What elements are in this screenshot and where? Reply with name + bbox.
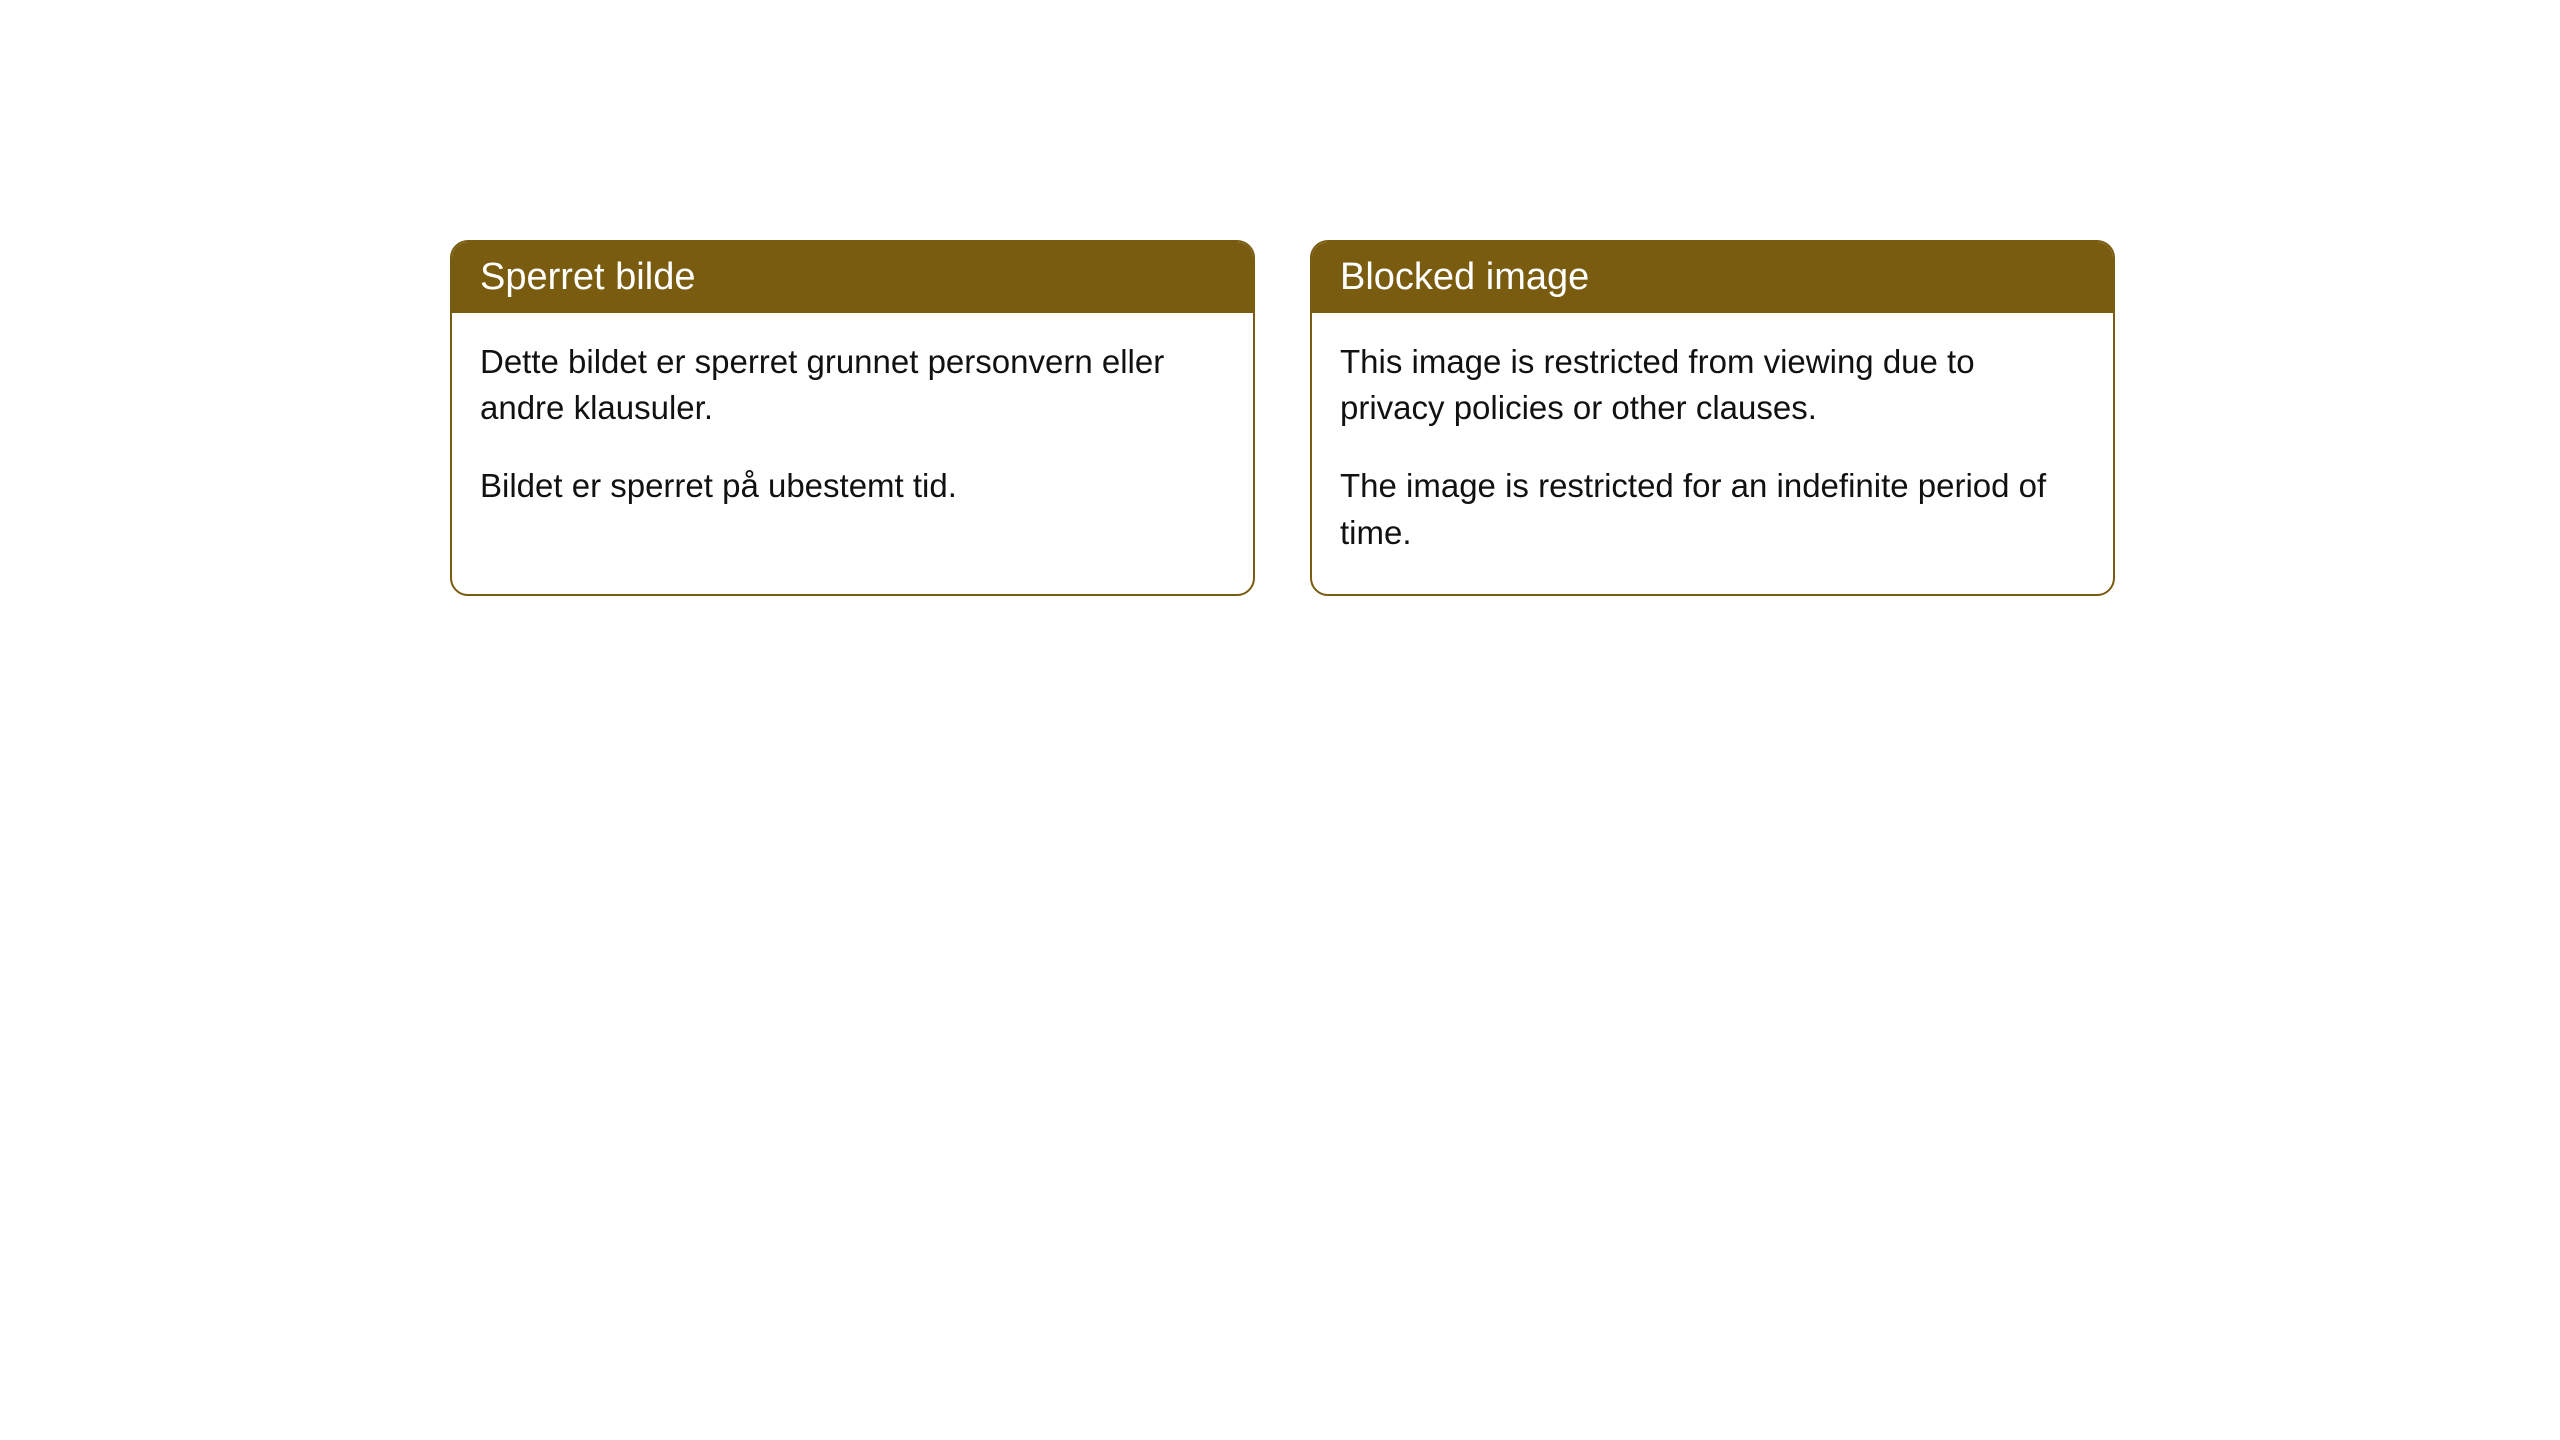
card-paragraph: The image is restricted for an indefinit… [1340,463,2085,555]
card-body-english: This image is restricted from viewing du… [1312,313,2113,594]
card-body-norwegian: Dette bildet er sperret grunnet personve… [452,313,1253,548]
card-header-english: Blocked image [1312,242,2113,313]
card-paragraph: This image is restricted from viewing du… [1340,339,2085,431]
card-norwegian: Sperret bilde Dette bildet er sperret gr… [450,240,1255,596]
card-paragraph: Bildet er sperret på ubestemt tid. [480,463,1225,509]
card-header-norwegian: Sperret bilde [452,242,1253,313]
card-english: Blocked image This image is restricted f… [1310,240,2115,596]
cards-container: Sperret bilde Dette bildet er sperret gr… [450,240,2560,596]
card-paragraph: Dette bildet er sperret grunnet personve… [480,339,1225,431]
